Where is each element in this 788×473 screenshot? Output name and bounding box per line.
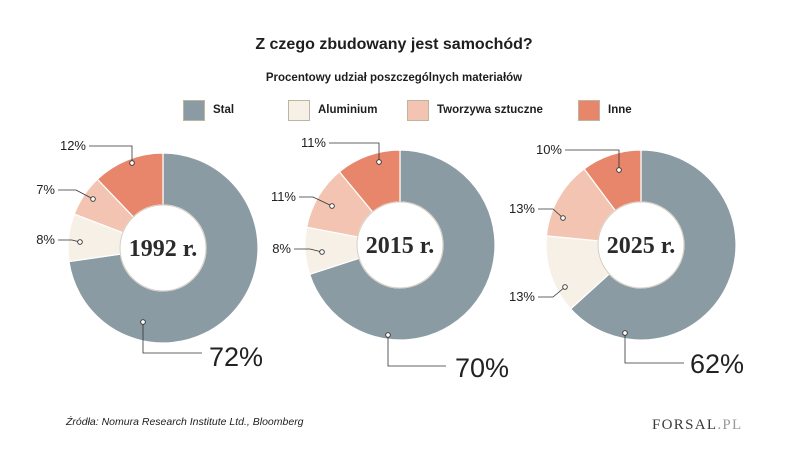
leader-line (329, 142, 380, 162)
donut-center-label: 1992 r. (129, 236, 197, 262)
value-label-stal: 70% (455, 353, 509, 383)
legend-swatch-tworzywa-sztuczne (407, 99, 429, 121)
chart-title: Z czego zbudowany jest samochód? (255, 36, 533, 53)
value-label-aluminium: 13% (509, 289, 535, 304)
value-label-tworzywa-sztuczne: 11% (271, 189, 296, 204)
leader-dot (319, 249, 325, 255)
leader-dot (77, 239, 83, 245)
leader-line (538, 286, 566, 298)
leader-line (89, 145, 133, 163)
legend-item-inne: Inne (578, 99, 632, 121)
leader-line (565, 149, 620, 170)
value-label-stal: 62% (690, 349, 744, 379)
value-label-inne: 10% (536, 142, 562, 157)
leader-dot (376, 159, 382, 165)
forsal-logo: FORSAL.PL (652, 416, 742, 434)
legend-swatch-aluminium (288, 99, 310, 121)
leader-line (624, 333, 684, 364)
value-label-aluminium: 8% (272, 241, 291, 256)
donut-chart-2015-r: 2015 r. 70% 8% 11% 11% (271, 135, 509, 383)
legend-label-stal: Stal (213, 104, 235, 116)
leader-line (294, 248, 323, 253)
leader-dot (562, 284, 568, 290)
legend-label-aluminium: Aluminium (318, 104, 378, 116)
leader-dot (140, 319, 146, 325)
leader-dot (560, 215, 566, 221)
leader-dot (622, 330, 628, 336)
donut-hole (119, 204, 207, 292)
value-label-inne: 12% (60, 138, 86, 153)
value-label-stal: 72% (209, 342, 263, 372)
logo-name: FORSAL (652, 417, 718, 433)
donut-chart-2025-r: 2025 r. 62% 13% 13% 10% (509, 142, 744, 379)
leader-line (299, 196, 333, 207)
donut-hole (356, 201, 444, 289)
source-note: Źródła: Nomura Research Institute Ltd., … (66, 416, 304, 428)
leader-line (538, 208, 564, 219)
donut-hole (597, 201, 685, 289)
legend-item-stal: Stal (183, 99, 234, 121)
value-label-inne: 11% (301, 135, 326, 150)
legend-label-tworzywa-sztuczne: Tworzywa sztuczne (437, 104, 543, 116)
leader-dot (616, 167, 622, 173)
donut-chart-1992-r: 1992 r. 72% 8% 7% 12% (36, 138, 263, 372)
leader-line (58, 189, 94, 200)
chart-subtitle: Procentowy udział poszczególnych materia… (265, 72, 523, 84)
value-label-aluminium: 8% (36, 232, 55, 247)
leader-line (142, 322, 202, 354)
value-label-tworzywa-sztuczne: 13% (509, 201, 535, 216)
legend-item-tworzywa-sztuczne: Tworzywa sztuczne (407, 99, 543, 121)
leader-dot (129, 160, 135, 166)
logo-suffix: .PL (717, 417, 743, 433)
leader-dot (385, 332, 391, 338)
legend-swatch-inne (578, 99, 600, 121)
donut-center-label: 2015 r. (366, 233, 434, 259)
legend-swatch-stal (183, 99, 205, 121)
leader-dot (90, 196, 96, 202)
legend-label-inne: Inne (608, 104, 632, 116)
donut-center-label: 2025 r. (607, 233, 675, 259)
value-label-tworzywa-sztuczne: 7% (36, 182, 55, 197)
leader-line (387, 335, 446, 367)
legend-item-aluminium: Aluminium (288, 99, 377, 121)
leader-dot (329, 203, 335, 209)
